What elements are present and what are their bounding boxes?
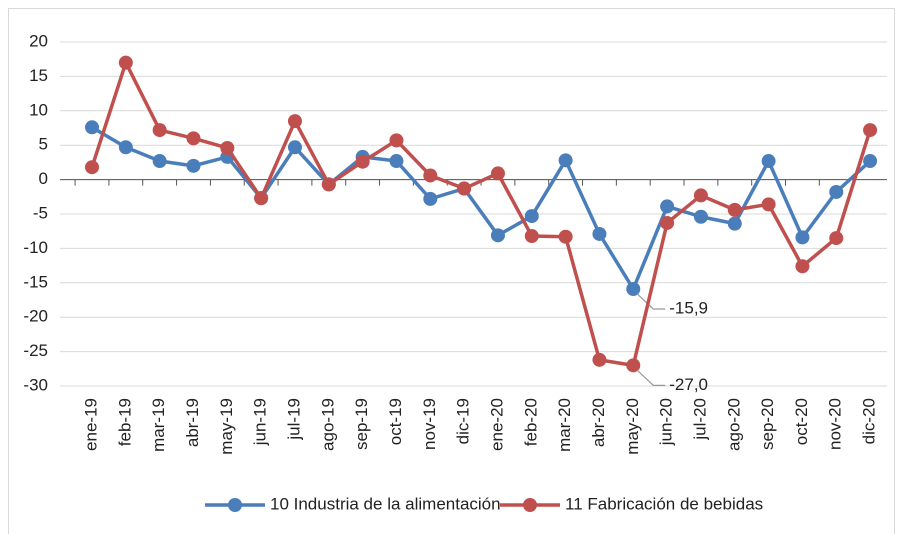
x-tick-label: dic-20 <box>860 398 879 444</box>
y-tick-label: 10 <box>29 100 48 119</box>
y-tick-label: 5 <box>39 135 48 154</box>
data-point <box>152 123 167 138</box>
legend-label: 10 Industria de la alimentación <box>270 494 501 513</box>
x-tick-label: jun-19 <box>251 398 270 446</box>
y-tick-label: -20 <box>23 307 48 326</box>
x-tick-label: oct-20 <box>792 398 811 445</box>
data-point <box>829 184 844 199</box>
data-point <box>118 55 133 70</box>
x-tick-label: mar-19 <box>149 398 168 452</box>
y-tick-label: -10 <box>23 238 48 257</box>
data-point <box>321 177 336 192</box>
data-label: -27,0 <box>669 375 708 394</box>
legend-label: 11 Fabricación de bebidas <box>565 494 763 513</box>
data-point <box>829 231 844 246</box>
data-point <box>389 133 404 148</box>
x-tick-label: sep-19 <box>352 398 371 450</box>
y-tick-label: -30 <box>23 375 48 394</box>
data-point <box>118 140 133 155</box>
data-point <box>355 154 370 169</box>
data-point <box>558 153 573 168</box>
data-point <box>85 160 99 175</box>
data-point <box>558 229 573 244</box>
x-tick-label: ene-20 <box>487 398 506 451</box>
x-tick-label: dic-19 <box>454 398 473 444</box>
data-point <box>693 209 708 224</box>
x-tick-label: ene-19 <box>81 398 100 451</box>
x-tick-label: may-19 <box>217 398 236 455</box>
data-point <box>423 191 438 206</box>
data-point <box>152 154 167 169</box>
legend-marker <box>523 498 537 512</box>
x-tick-label: jun-20 <box>657 398 676 446</box>
x-tick-label: mar-20 <box>555 398 574 452</box>
data-point <box>660 215 675 230</box>
data-point <box>254 191 269 206</box>
data-point <box>693 188 708 203</box>
data-point <box>626 281 641 296</box>
data-point <box>727 202 742 217</box>
x-tick-label: may-20 <box>623 398 642 455</box>
x-tick-label: abr-19 <box>183 398 202 447</box>
data-point <box>863 123 878 138</box>
data-label: -15,9 <box>669 298 708 317</box>
data-point <box>220 140 235 155</box>
x-tick-label: nov-19 <box>420 398 439 450</box>
x-tick-label: oct-19 <box>386 398 405 445</box>
data-point <box>660 199 675 214</box>
x-tick-label: feb-19 <box>115 398 134 446</box>
data-point <box>761 154 776 169</box>
data-point <box>626 358 641 373</box>
x-tick-label: ago-20 <box>724 398 743 451</box>
data-point <box>423 168 438 183</box>
data-point <box>389 154 404 169</box>
data-point <box>186 131 201 146</box>
data-point <box>490 228 505 243</box>
x-tick-label: sep-20 <box>758 398 777 450</box>
leader-line <box>636 293 666 310</box>
data-point <box>863 154 878 169</box>
data-point <box>85 120 99 135</box>
data-point <box>524 229 539 244</box>
y-tick-label: 0 <box>39 169 48 188</box>
x-tick-label: ago-19 <box>318 398 337 451</box>
data-point <box>727 216 742 231</box>
data-point <box>287 140 302 155</box>
chart-frame <box>8 8 895 534</box>
data-point <box>592 226 607 241</box>
data-point <box>761 197 776 212</box>
x-tick-label: abr-20 <box>589 398 608 447</box>
data-point <box>457 181 472 196</box>
y-tick-label: 15 <box>29 66 48 85</box>
data-point <box>795 230 810 245</box>
leader-line <box>636 369 666 386</box>
x-tick-label: nov-20 <box>826 398 845 450</box>
y-tick-label: -15 <box>23 272 48 291</box>
y-tick-label: 20 <box>29 31 48 50</box>
data-point <box>524 209 539 224</box>
x-tick-label: jul-19 <box>284 398 303 441</box>
data-point <box>186 158 201 173</box>
data-point <box>287 114 302 129</box>
data-point <box>490 166 505 181</box>
y-tick-label: -25 <box>23 341 48 360</box>
x-tick-label: feb-20 <box>521 398 540 446</box>
legend-marker <box>228 498 242 512</box>
data-point <box>795 259 810 274</box>
x-tick-label: jul-20 <box>690 398 709 441</box>
data-point <box>592 352 607 367</box>
y-tick-label: -5 <box>33 203 48 222</box>
